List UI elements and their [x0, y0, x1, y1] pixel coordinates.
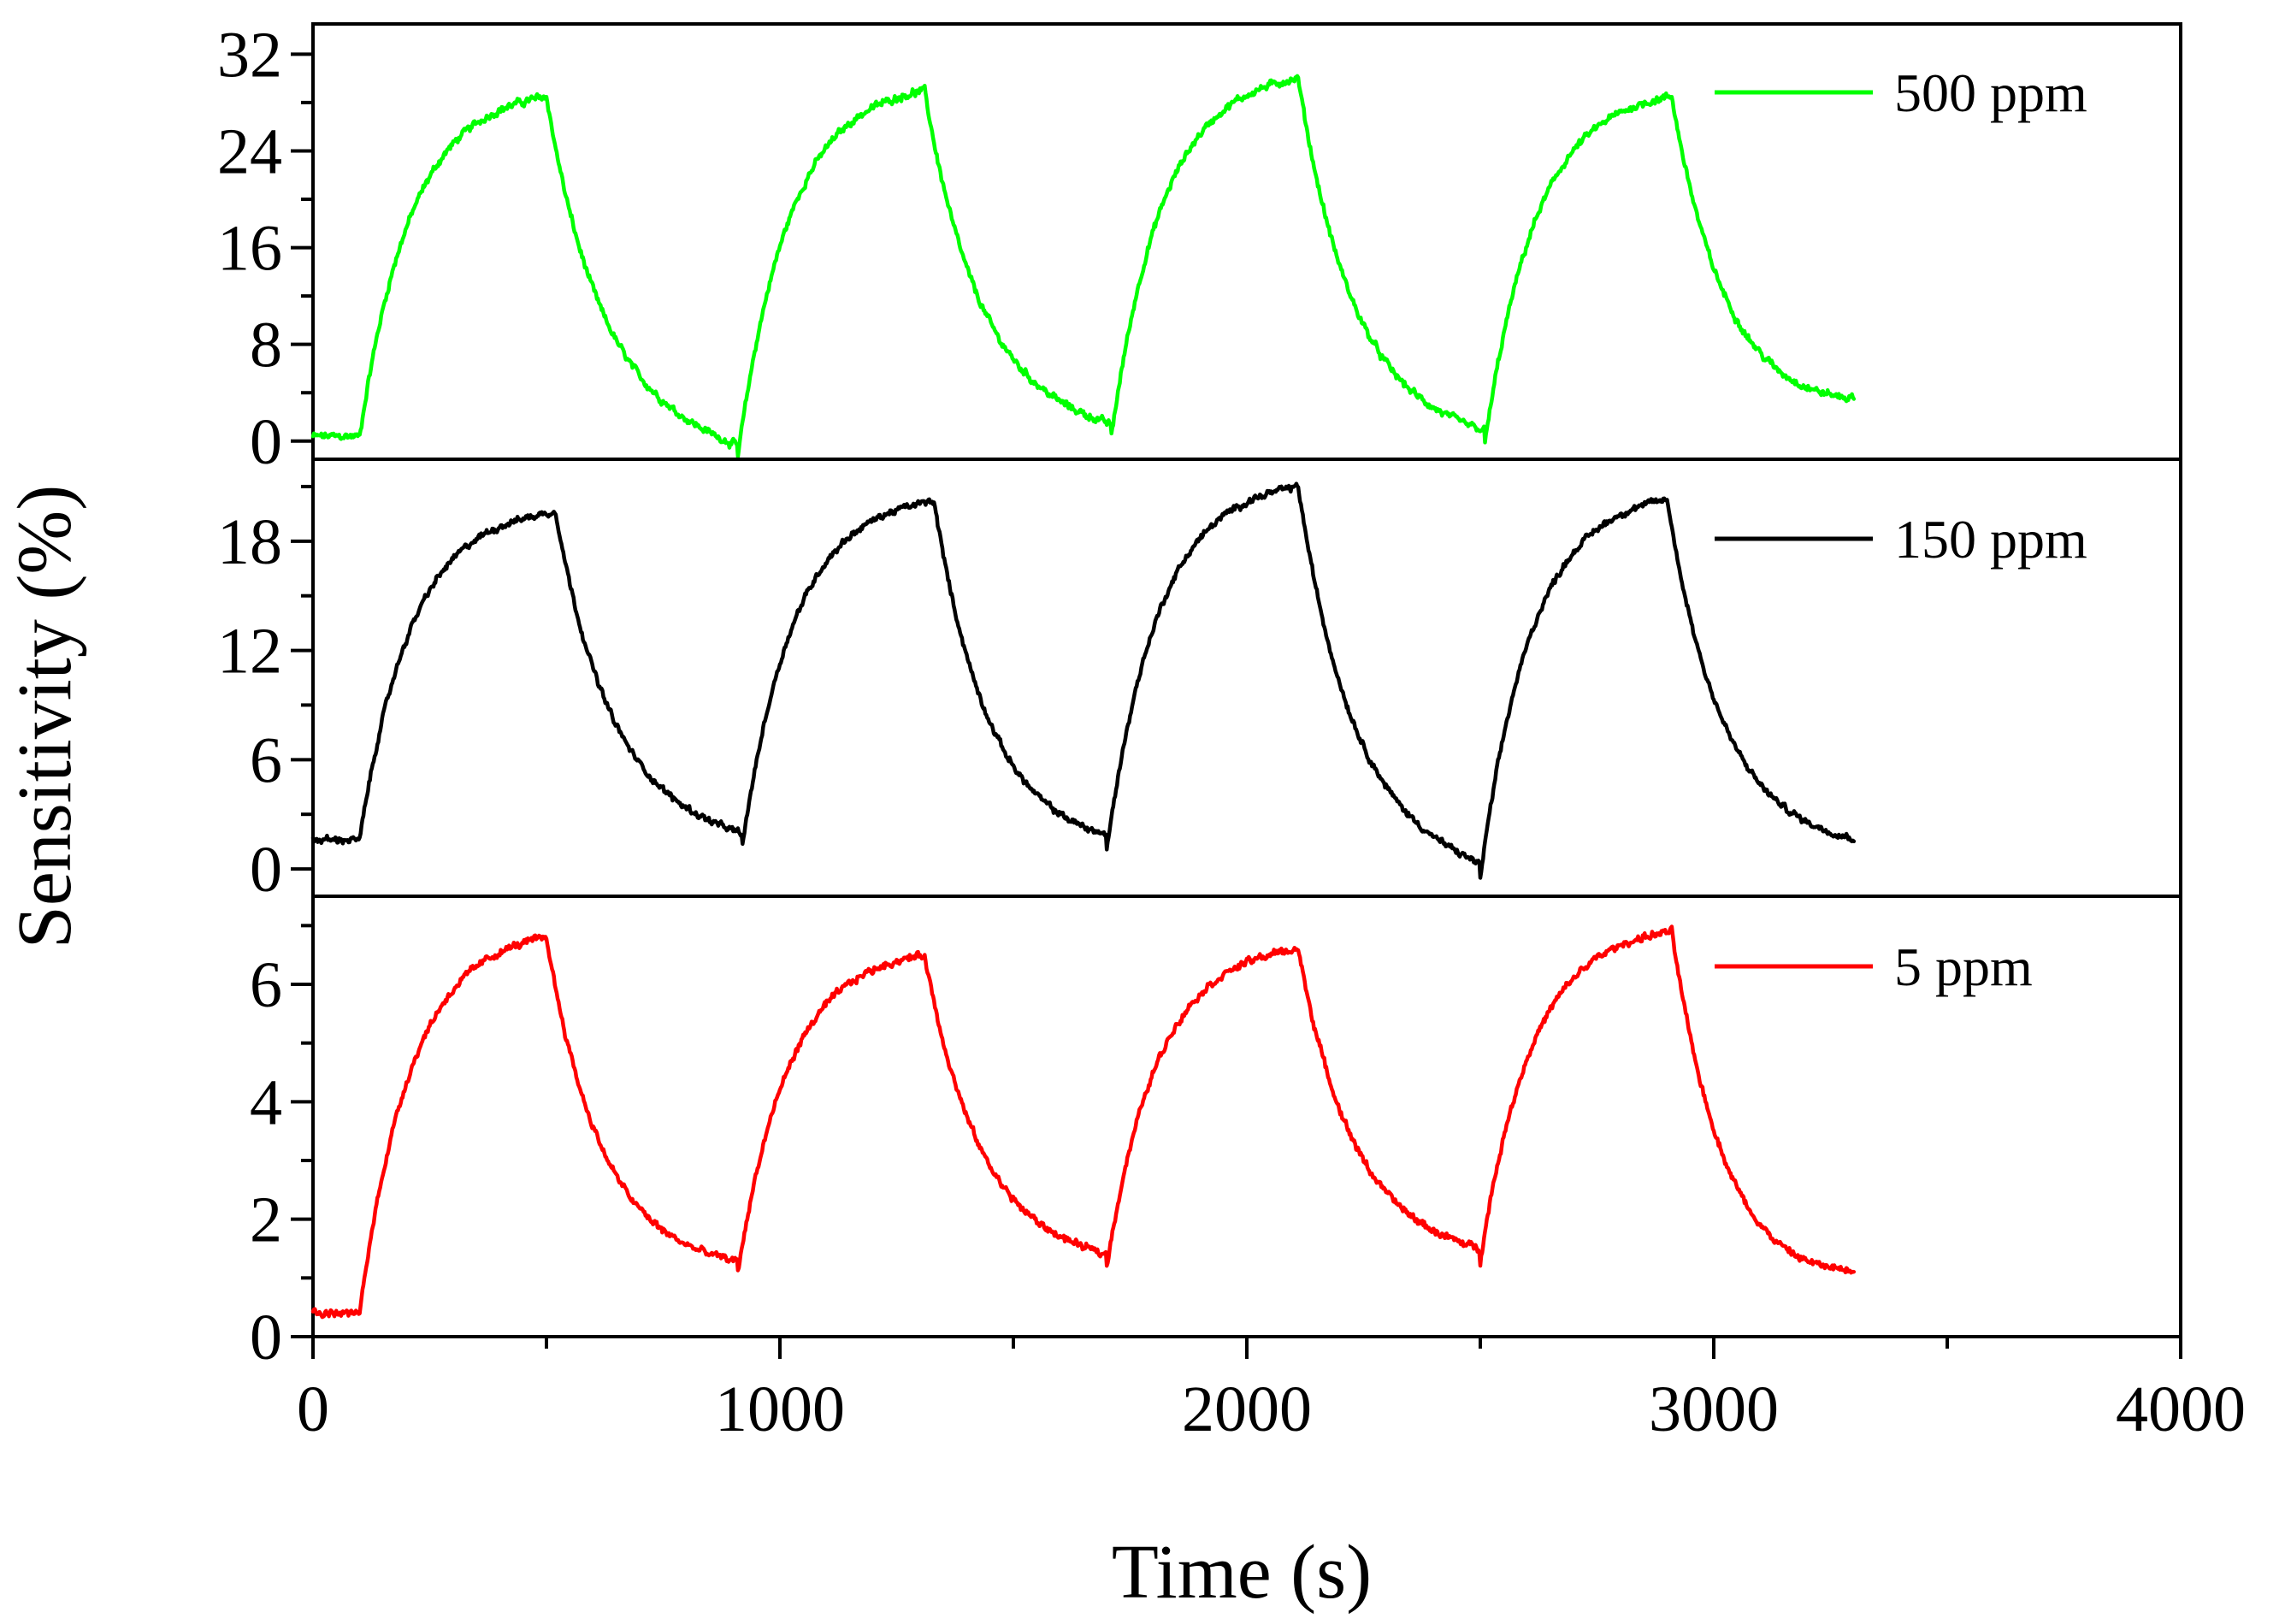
series-line-5-ppm	[310, 924, 1857, 1320]
y-tick-label: 6	[250, 949, 282, 1021]
y-tick-label: 0	[250, 834, 282, 906]
legend-label: 5 ppm	[1894, 936, 2033, 997]
x-axis: 0 1000 2000 3000 4000	[297, 1337, 2246, 1445]
x-tick-label: 3000	[1649, 1373, 1779, 1445]
legend-label: 150 ppm	[1894, 509, 2087, 570]
x-tick-label: 1000	[715, 1373, 845, 1445]
y-axis-title: Sensitivity (%)	[3, 485, 87, 948]
panel-500-ppm: 0 8 16 24 32 500 ppm	[217, 19, 2182, 478]
panel-150-ppm: 0 6 12 18 150 ppm	[217, 458, 2182, 906]
legend-500-ppm: 500 ppm	[1715, 62, 2087, 123]
y-tick-label: 0	[250, 406, 282, 478]
y-tick-label: 16	[217, 213, 282, 285]
y-tick-label: 4	[250, 1066, 282, 1138]
y-tick-label: 8	[250, 310, 282, 381]
y-tick-label: 2	[250, 1184, 282, 1256]
y-tick-label: 0	[250, 1302, 282, 1373]
y-tick-label: 6	[250, 724, 282, 796]
y-tick-label: 32	[217, 19, 282, 91]
y-tick-label: 12	[217, 616, 282, 688]
series-line-500-ppm	[310, 74, 1857, 459]
y-tick-label: 18	[217, 506, 282, 578]
legend-label: 500 ppm	[1894, 62, 2087, 123]
series-line-150-ppm	[310, 481, 1857, 880]
legend-5-ppm: 5 ppm	[1715, 936, 2033, 997]
x-tick-label: 0	[297, 1373, 329, 1445]
legend-150-ppm: 150 ppm	[1715, 509, 2087, 570]
x-tick-label: 4000	[2116, 1373, 2246, 1445]
x-tick-label: 2000	[1182, 1373, 1312, 1445]
panel-5-ppm: 0 2 4 6 5 ppm	[250, 895, 2182, 1373]
x-axis-title: Time (s)	[1112, 1530, 1372, 1615]
y-tick-label: 24	[217, 115, 282, 187]
